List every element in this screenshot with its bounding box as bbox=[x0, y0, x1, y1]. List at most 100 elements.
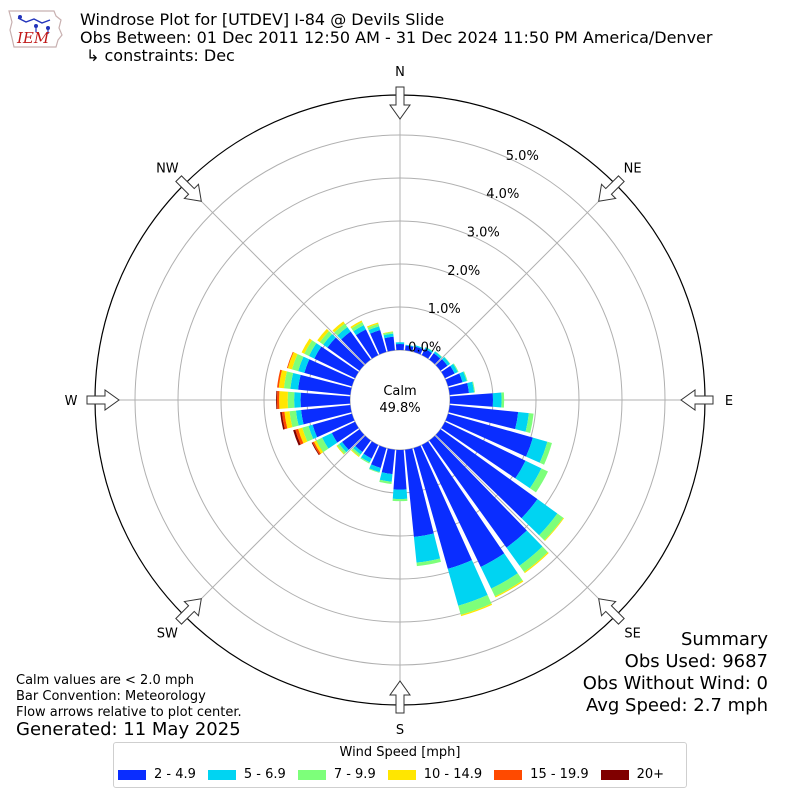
windrose-bar-segment bbox=[301, 405, 352, 425]
windrose-bar-segment bbox=[442, 357, 450, 366]
windrose-bar-segment bbox=[405, 344, 414, 347]
windrose-bar-segment bbox=[368, 468, 380, 473]
windrose-bar-segment bbox=[355, 435, 371, 453]
windrose-bar-segment bbox=[331, 421, 359, 443]
windrose-bar-segment bbox=[280, 412, 285, 430]
windrose-bar-segment bbox=[295, 410, 304, 426]
calm-label: Calm bbox=[383, 384, 416, 399]
cardinal-label: N bbox=[395, 65, 405, 80]
windrose-bar-segment bbox=[284, 411, 293, 429]
windrose-bar-segment bbox=[429, 435, 527, 548]
windrose-bar-segment bbox=[298, 374, 352, 395]
grid-spoke bbox=[435, 435, 617, 617]
legend-label: 15 - 19.9 bbox=[530, 767, 589, 782]
windrose-bar-segment bbox=[425, 346, 434, 352]
windrose-bar-segment bbox=[342, 429, 365, 450]
windrose-bar-segment bbox=[301, 338, 313, 354]
windrose-bar-segment bbox=[311, 442, 320, 456]
windrose-bar-segment bbox=[341, 331, 371, 365]
cardinal-label: W bbox=[65, 394, 78, 409]
windrose-bar-segment bbox=[467, 381, 475, 393]
cardinal-label: E bbox=[725, 394, 733, 409]
grid-spoke bbox=[183, 435, 365, 617]
windrose-bar-segment bbox=[313, 440, 324, 454]
windrose-bar-segment bbox=[279, 391, 288, 409]
windrose-bar-segment bbox=[421, 441, 505, 567]
windrose-bar-segment bbox=[515, 460, 542, 489]
windrose-bar-segment bbox=[424, 347, 433, 353]
windrose-bar-segment bbox=[444, 356, 451, 364]
windrose-bar-segment bbox=[276, 390, 278, 410]
windrose-bar-segment bbox=[413, 445, 472, 569]
windrose-bar-segment bbox=[519, 546, 548, 573]
windrose-bar-segment bbox=[472, 381, 475, 393]
legend-label: 5 - 6.9 bbox=[243, 767, 286, 782]
windrose-bar-segment bbox=[287, 391, 295, 409]
grid-circle bbox=[349, 349, 451, 451]
summary-title: Summary bbox=[681, 629, 768, 650]
windrose-bar-segment bbox=[393, 449, 407, 490]
legend-item: 5 - 6.9 bbox=[207, 767, 286, 782]
summary-obs-used: Obs Used: 9687 bbox=[624, 651, 768, 672]
radial-tick-label: 1.0% bbox=[428, 302, 461, 317]
direction-arrows bbox=[86, 86, 714, 714]
radial-tick-label: 3.0% bbox=[467, 226, 500, 241]
windrose-bar-segment bbox=[371, 445, 387, 468]
windrose-bar-segment bbox=[277, 369, 282, 388]
direction-arrow-icon bbox=[175, 175, 202, 202]
windrose-bar-segment bbox=[300, 392, 351, 408]
legend-item: 20+ bbox=[600, 767, 664, 782]
windrose-bar-segment bbox=[413, 533, 441, 563]
direction-arrow-icon bbox=[680, 389, 714, 411]
windrose-bar-segment bbox=[286, 351, 294, 369]
windrose-bar-segment bbox=[539, 513, 564, 541]
windrose-bar-segment bbox=[355, 329, 379, 359]
cardinal-label: SE bbox=[624, 627, 640, 642]
chart-title: Windrose Plot for [UTDEV] I-84 @ Devils … bbox=[80, 10, 445, 29]
direction-arrow-icon bbox=[175, 598, 202, 625]
windrose-bar-segment bbox=[295, 428, 304, 445]
cardinal-label: S bbox=[396, 723, 404, 738]
windrose-bar-segment bbox=[290, 372, 301, 390]
windrose-bar-segment bbox=[413, 346, 423, 355]
legend-items: 2 - 4.9 5 - 6.9 7 - 9.9 10 - 14.9 15 - 19.9 2… bbox=[118, 767, 664, 782]
windrose-bar-segment bbox=[353, 325, 366, 336]
windrose-bar-segment bbox=[525, 413, 534, 433]
windrose-bar-segment bbox=[370, 329, 387, 355]
windrose-bar-segment bbox=[360, 457, 370, 464]
radial-tick-label: 0.0% bbox=[408, 340, 441, 355]
summary-block: Summary Obs Used: 9687 Obs Without Wind:… bbox=[583, 629, 768, 717]
windrose-bar-segment bbox=[379, 472, 393, 482]
windrose-bar-segment bbox=[337, 327, 351, 340]
legend-item: 15 - 19.9 bbox=[494, 767, 589, 782]
windrose-bar-segment bbox=[281, 411, 288, 430]
flow-arrows-note: Flow arrows relative to plot center. bbox=[16, 705, 242, 720]
windrose-bar-segment bbox=[308, 424, 318, 440]
windrose-bar-segment bbox=[433, 351, 442, 359]
windrose-bar-segment bbox=[421, 348, 432, 359]
windrose-bar-segment bbox=[367, 323, 380, 331]
windrose-bar-segment bbox=[392, 498, 408, 502]
windrose-bar-segment bbox=[524, 552, 549, 574]
windrose-bar-segment bbox=[291, 353, 304, 372]
windrose-bar-segment bbox=[529, 468, 548, 493]
windrose-bar-segment bbox=[314, 346, 359, 379]
cardinal-label: NE bbox=[624, 161, 642, 176]
windrose-bar-segment bbox=[276, 390, 280, 410]
constraints: ↳ constraints: Dec bbox=[86, 46, 235, 65]
legend-label: 7 - 9.9 bbox=[333, 767, 376, 782]
windrose-bar-segment bbox=[458, 595, 492, 615]
legend-label: 10 - 14.9 bbox=[423, 767, 483, 782]
summary-avg-speed: Avg Speed: 2.7 mph bbox=[586, 695, 768, 716]
windrose-bar-segment bbox=[294, 392, 301, 408]
windrose-bar-segment bbox=[392, 489, 408, 500]
windrose-bar-segment bbox=[298, 356, 310, 373]
legend-swatch bbox=[387, 769, 416, 780]
windrose-bars bbox=[276, 320, 565, 617]
windrose-bar-segment bbox=[539, 441, 552, 465]
direction-arrow-icon bbox=[86, 389, 120, 411]
windrose-bar-segment bbox=[450, 363, 458, 374]
windrose-bar-segment bbox=[339, 441, 349, 453]
legend-swatch bbox=[494, 769, 523, 780]
windrose-bar-segment bbox=[308, 343, 322, 359]
